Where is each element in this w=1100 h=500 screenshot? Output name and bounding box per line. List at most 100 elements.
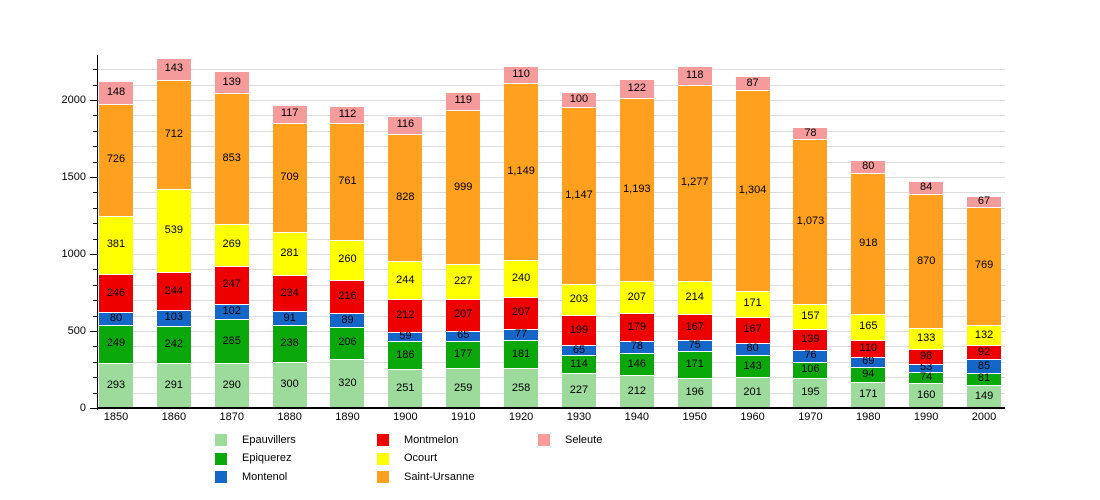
bar-value-label: 320 bbox=[338, 376, 357, 389]
bar-value-label: 381 bbox=[106, 238, 126, 251]
x-axis-label: 1950 bbox=[682, 411, 707, 423]
bar-segment-montenol bbox=[99, 312, 133, 325]
bar-value-label: 212 bbox=[627, 385, 646, 398]
bar-segment-saint-ursanne bbox=[388, 133, 423, 262]
legend-label: Montmelon bbox=[404, 433, 459, 446]
legend-item-saint-ursanne: Saint-Ursanne bbox=[377, 471, 538, 484]
bar-segment-montmelon bbox=[909, 348, 944, 364]
bar-segment-seleute bbox=[388, 115, 423, 134]
bar-segment-ocourt bbox=[99, 215, 133, 275]
bar-segment-epauvillers bbox=[909, 383, 944, 408]
bar-segment-ocourt bbox=[793, 304, 828, 329]
gridline bbox=[97, 377, 1005, 379]
bar-value-label: 285 bbox=[222, 334, 241, 347]
bar-value-label: 78 bbox=[630, 340, 643, 353]
y-major-tick bbox=[89, 176, 97, 178]
bar-value-label: 269 bbox=[222, 238, 241, 251]
bar-value-label: 65 bbox=[457, 329, 470, 342]
legend-label: Montenol bbox=[242, 470, 288, 483]
bar-segment-seleute bbox=[677, 66, 712, 85]
bar-segment-epiquerez bbox=[561, 355, 596, 374]
bar-segment-montenol bbox=[619, 340, 654, 353]
bar-segment-ocourt bbox=[677, 281, 712, 315]
bar-segment-montmelon bbox=[330, 280, 365, 314]
x-axis-label: 1980 bbox=[856, 411, 881, 423]
bar-value-label: 112 bbox=[338, 107, 357, 120]
bar-value-label: 103 bbox=[164, 311, 184, 324]
gridline bbox=[97, 223, 1005, 225]
bar-segment-seleute bbox=[967, 196, 1002, 207]
y-axis-label: 2000 bbox=[61, 93, 86, 106]
gridline bbox=[97, 330, 1005, 332]
bar-segment-montenol bbox=[388, 331, 423, 341]
bar-value-label: 206 bbox=[338, 336, 357, 349]
bar-value-label: 196 bbox=[685, 386, 704, 399]
bar-segment-montenol bbox=[909, 363, 944, 372]
bar-segment-montenol bbox=[735, 342, 770, 355]
bar-value-label: 242 bbox=[164, 338, 184, 351]
bar-segment-saint-ursanne bbox=[677, 84, 712, 282]
bar-segment-montenol bbox=[793, 349, 828, 362]
bar-segment-epauvillers bbox=[388, 369, 423, 408]
bar-value-label: 249 bbox=[106, 337, 126, 350]
bar-value-label: 1,147 bbox=[565, 188, 593, 201]
bar-value-label: 87 bbox=[746, 76, 759, 89]
bar-value-label: 139 bbox=[801, 332, 820, 345]
bar-segment-ocourt bbox=[504, 259, 539, 297]
bar-segment-epauvillers bbox=[504, 368, 539, 408]
bar-value-label: 1,073 bbox=[796, 215, 825, 228]
gridline bbox=[97, 346, 1005, 348]
bar-segment-seleute bbox=[446, 91, 481, 111]
bar-segment-epauvillers bbox=[156, 363, 191, 408]
y-axis-label: 500 bbox=[67, 324, 86, 337]
legend-item-montenol: Montenol bbox=[215, 471, 377, 484]
bar-segment-epiquerez bbox=[446, 340, 481, 369]
bar-value-label: 110 bbox=[859, 341, 878, 354]
y-axis-label: 1500 bbox=[61, 170, 86, 183]
bar-segment-ocourt bbox=[909, 328, 944, 349]
bar-value-label: 171 bbox=[685, 358, 704, 371]
x-axis-label: 1920 bbox=[508, 411, 534, 423]
bar-value-label: 171 bbox=[859, 388, 878, 401]
y-minor-tick bbox=[92, 269, 97, 271]
legend-swatch-icon bbox=[215, 452, 227, 465]
legend-item-seleute: Seleute bbox=[538, 434, 602, 447]
bar-value-label: 203 bbox=[569, 292, 589, 305]
y-minor-tick bbox=[92, 392, 97, 394]
bar-value-label: 769 bbox=[974, 259, 994, 272]
bar-segment-montmelon bbox=[793, 328, 828, 350]
bar-value-label: 114 bbox=[570, 357, 588, 370]
bar-value-label: 712 bbox=[164, 128, 184, 141]
y-minor-tick bbox=[92, 238, 97, 240]
x-axis-label: 1850 bbox=[103, 411, 129, 423]
gridline bbox=[97, 315, 1005, 317]
bar-value-label: 171 bbox=[743, 297, 762, 310]
bar-segment-epauvillers bbox=[619, 375, 654, 408]
x-axis-label: 1970 bbox=[798, 411, 823, 423]
bar-segment-epiquerez bbox=[619, 352, 654, 376]
bar-value-label: 1,193 bbox=[623, 183, 651, 196]
bar-segment-saint-ursanne bbox=[214, 92, 249, 225]
bar-value-label: 244 bbox=[164, 284, 184, 297]
y-minor-tick bbox=[92, 346, 97, 348]
legend-swatch-icon bbox=[377, 434, 389, 447]
x-axis-label: 1900 bbox=[393, 411, 418, 423]
bar-value-label: 76 bbox=[804, 349, 817, 362]
bar-value-label: 234 bbox=[280, 286, 299, 299]
bar-segment-montmelon bbox=[446, 298, 481, 331]
gridline bbox=[97, 361, 1005, 363]
gridline bbox=[97, 192, 1005, 194]
bar-value-label: 74 bbox=[920, 371, 933, 384]
y-minor-tick bbox=[92, 284, 97, 286]
bar-value-label: 244 bbox=[396, 273, 415, 286]
x-axis-label: 2000 bbox=[971, 411, 997, 423]
bar-value-label: 84 bbox=[920, 181, 933, 194]
legend-item-epiquerez: Epiquerez bbox=[215, 452, 377, 465]
bar-value-label: 214 bbox=[685, 291, 704, 304]
bar-value-label: 1,149 bbox=[507, 164, 535, 177]
bar-value-label: 65 bbox=[572, 343, 586, 356]
y-minor-tick bbox=[92, 207, 97, 209]
legend-label: Saint-Ursanne bbox=[404, 470, 475, 483]
